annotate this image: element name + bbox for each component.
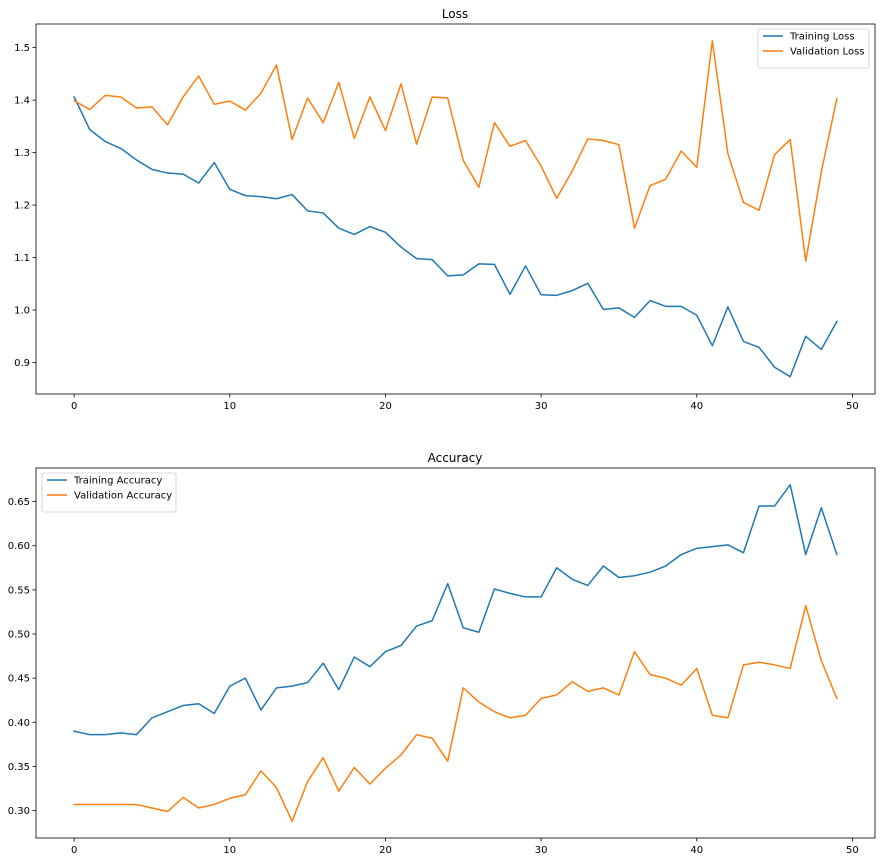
accuracy-x-tick-label: 40 <box>690 845 703 856</box>
loss-y-tick-label: 1.4 <box>14 96 30 107</box>
accuracy-series-training-accuracy-line <box>73 484 838 736</box>
loss-series-training-loss-line <box>73 95 838 378</box>
loss-x-tick-label: 30 <box>535 401 548 412</box>
accuracy-legend-label: Validation Accuracy <box>74 491 172 502</box>
loss-chart-panel: Loss 0 10 20 30 40 50 0.9 1.0 1.1 1.2 1.3 1.4 1.5 Tr… <box>14 7 876 412</box>
loss-y-tick-label: 1.0 <box>14 306 30 317</box>
loss-y-tick-label: 1.1 <box>14 253 30 264</box>
accuracy-chart-legend: Training Accuracy Validation Accuracy <box>41 472 177 513</box>
accuracy-x-tick-label: 30 <box>535 845 548 856</box>
accuracy-x-tick-label: 20 <box>379 845 392 856</box>
loss-x-tick-label: 10 <box>223 401 236 412</box>
loss-chart-axes-frame <box>35 23 876 395</box>
accuracy-y-tick-label: 0.40 <box>8 718 30 729</box>
loss-legend-label: Training Loss <box>789 32 855 43</box>
accuracy-y-tick-label: 0.60 <box>8 541 30 552</box>
accuracy-y-tick-label: 0.50 <box>8 630 30 641</box>
loss-y-tick-label: 1.3 <box>14 148 30 159</box>
accuracy-chart-lines <box>73 484 838 822</box>
accuracy-y-tick-label: 0.55 <box>8 585 30 596</box>
loss-legend-box <box>757 28 870 69</box>
loss-x-tick-label: 40 <box>690 401 703 412</box>
loss-y-tick-label: 0.9 <box>14 358 30 369</box>
accuracy-chart-title: Accuracy <box>428 451 483 465</box>
loss-legend-label: Validation Loss <box>790 47 865 58</box>
accuracy-y-tick-label: 0.45 <box>8 674 30 685</box>
loss-chart-title: Loss <box>442 7 468 21</box>
loss-chart-legend: Training Loss Validation Loss <box>757 28 870 69</box>
accuracy-chart-ticks: 0 10 20 30 40 50 0.30 0.35 0.40 0.45 0.50 0.55 0.60 0… <box>8 497 859 856</box>
loss-x-tick-label: 20 <box>379 401 392 412</box>
loss-x-tick-label: 50 <box>846 401 859 412</box>
accuracy-y-tick-label: 0.30 <box>8 806 30 817</box>
loss-chart-ticks: 0 10 20 30 40 50 0.9 1.0 1.1 1.2 1.3 1.4 1.5 <box>14 43 859 412</box>
loss-series-validation-loss-line <box>73 40 838 262</box>
accuracy-x-tick-label: 0 <box>71 845 77 856</box>
accuracy-series-validation-accuracy-line <box>73 605 838 822</box>
accuracy-legend-label: Training Accuracy <box>73 476 162 487</box>
accuracy-y-tick-label: 0.35 <box>8 762 30 773</box>
accuracy-x-tick-label: 50 <box>846 845 859 856</box>
loss-y-tick-label: 1.5 <box>14 43 30 54</box>
accuracy-x-tick-label: 10 <box>223 845 236 856</box>
loss-y-tick-label: 1.2 <box>14 201 30 212</box>
loss-chart-lines <box>73 40 838 378</box>
accuracy-legend-box <box>41 472 177 513</box>
loss-x-tick-label: 0 <box>71 401 77 412</box>
accuracy-chart-axes-frame <box>35 467 876 839</box>
accuracy-chart-panel: Accuracy 0 10 20 30 40 50 0.30 0.35 0.40 0.45 0.50… <box>8 451 876 856</box>
accuracy-y-tick-label: 0.65 <box>8 497 30 508</box>
